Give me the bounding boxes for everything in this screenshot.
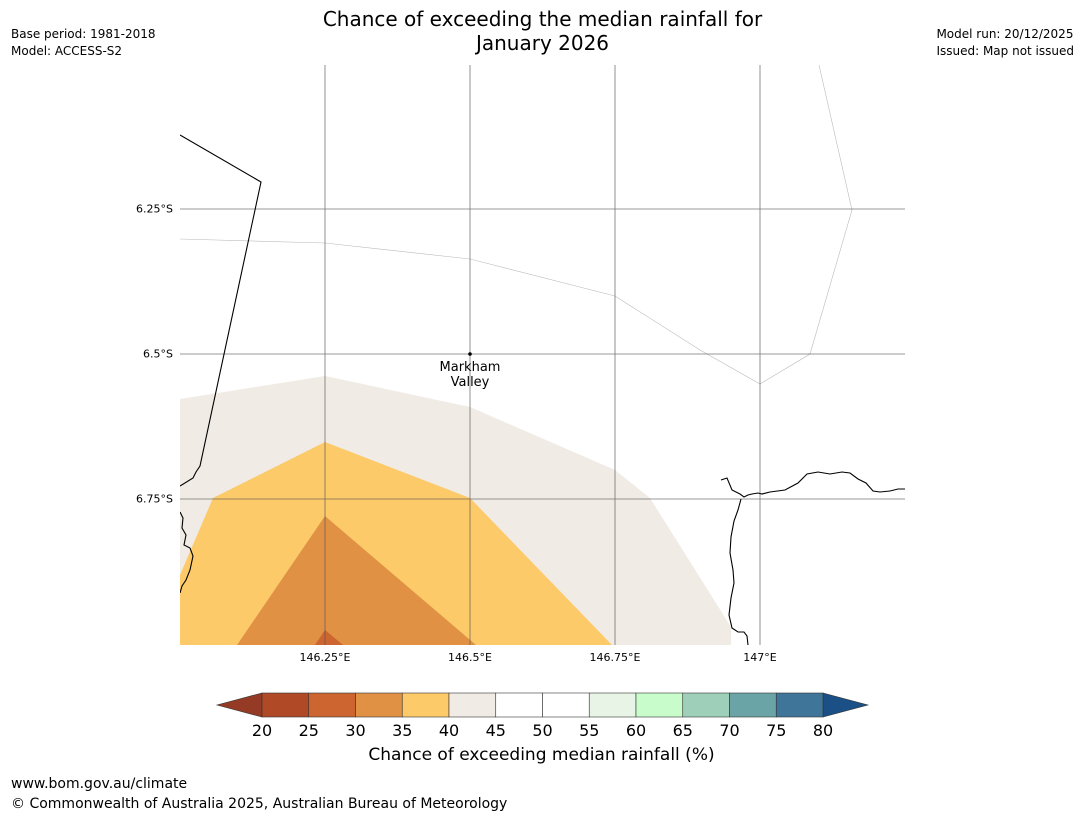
colorbar-tick-label: 45 [485,721,506,740]
base-period: Base period: 1981-2018 [11,27,156,41]
lat-tick: 6.75°S [136,492,173,506]
place-name-line-2: Valley [450,375,490,390]
colorbar-tick-label: 35 [392,721,413,740]
model-run: Model run: 20/12/2025 [936,27,1074,41]
lon-tick: 146.75°E [589,651,641,664]
model-name: Model: ACCESS-S2 [11,44,123,58]
colorbar-under-arrow [215,692,263,718]
colorbar-tick-label: 65 [672,721,693,740]
colorbar-box [448,692,497,718]
coastline-south [728,498,749,645]
coastline-east [720,471,905,498]
colorbar-box [308,692,356,718]
title-line-2: January 2026 [475,31,610,55]
colorbar-box [261,692,310,718]
colorbar-tick-label: 20 [251,721,273,740]
band-30-35 [237,516,476,645]
lat-tick: 6.25°S [136,202,173,216]
colorbar-box [775,692,824,718]
title-line-1: Chance of exceeding the median rainfall … [322,7,763,31]
colorbar-tick-label: 60 [625,721,647,740]
place-name-line-1: Markham [439,360,501,375]
colorbar-box [542,692,590,718]
map-plot-area [180,65,905,645]
colorbar-tick-label: 30 [345,721,366,740]
colorbar-box [355,692,403,718]
colorbar-box [401,692,450,718]
meta-left: Base period: 1981-2018 Model: ACCESS-S2 [11,26,156,60]
colorbar-box [682,692,730,718]
colorbar-tick-label: 55 [579,721,600,740]
colorbar-boxes [215,692,870,718]
meta-right: Model run: 20/12/2025 Issued: Map not is… [936,26,1074,60]
graticule [180,65,905,645]
map-title: Chance of exceeding the median rainfall … [0,7,1085,55]
colorbar-label: Chance of exceeding median rainfall (%) [368,745,715,765]
colorbar-box [635,692,684,718]
colorbar-box [588,692,637,718]
coastline-west [180,511,194,594]
admin-boundary [180,65,853,385]
place-label: Markham Valley [440,360,501,390]
colorbar-box [729,692,777,718]
markham-valley-marker [468,352,472,356]
colorbar-tick-label: 25 [298,721,319,740]
lat-tick: 6.5°S [143,347,173,361]
footer-url[interactable]: www.bom.gov.au/climate [11,776,188,792]
colorbar-tick-label: 75 [766,721,787,740]
footer-copyright: © Commonwealth of Australia 2025, Austra… [11,796,508,812]
colorbar-tick-label: 50 [532,721,553,740]
country-border [180,134,262,487]
colorbar-tick-label: 70 [719,721,740,740]
issued-status: Issued: Map not issued [936,44,1074,58]
band-25-30 [315,630,343,645]
colorbar-box [495,692,543,718]
lon-tick: 146.25°E [299,651,351,664]
lon-tick: 147°E [743,651,777,664]
footer: www.bom.gov.au/climate © Commonwealth of… [11,774,507,814]
colorbar-over-arrow [822,692,870,718]
colorbar-tick-label: 80 [812,721,834,740]
lon-tick: 146.5°E [448,651,492,664]
colorbar-tick-label: 40 [438,721,460,740]
